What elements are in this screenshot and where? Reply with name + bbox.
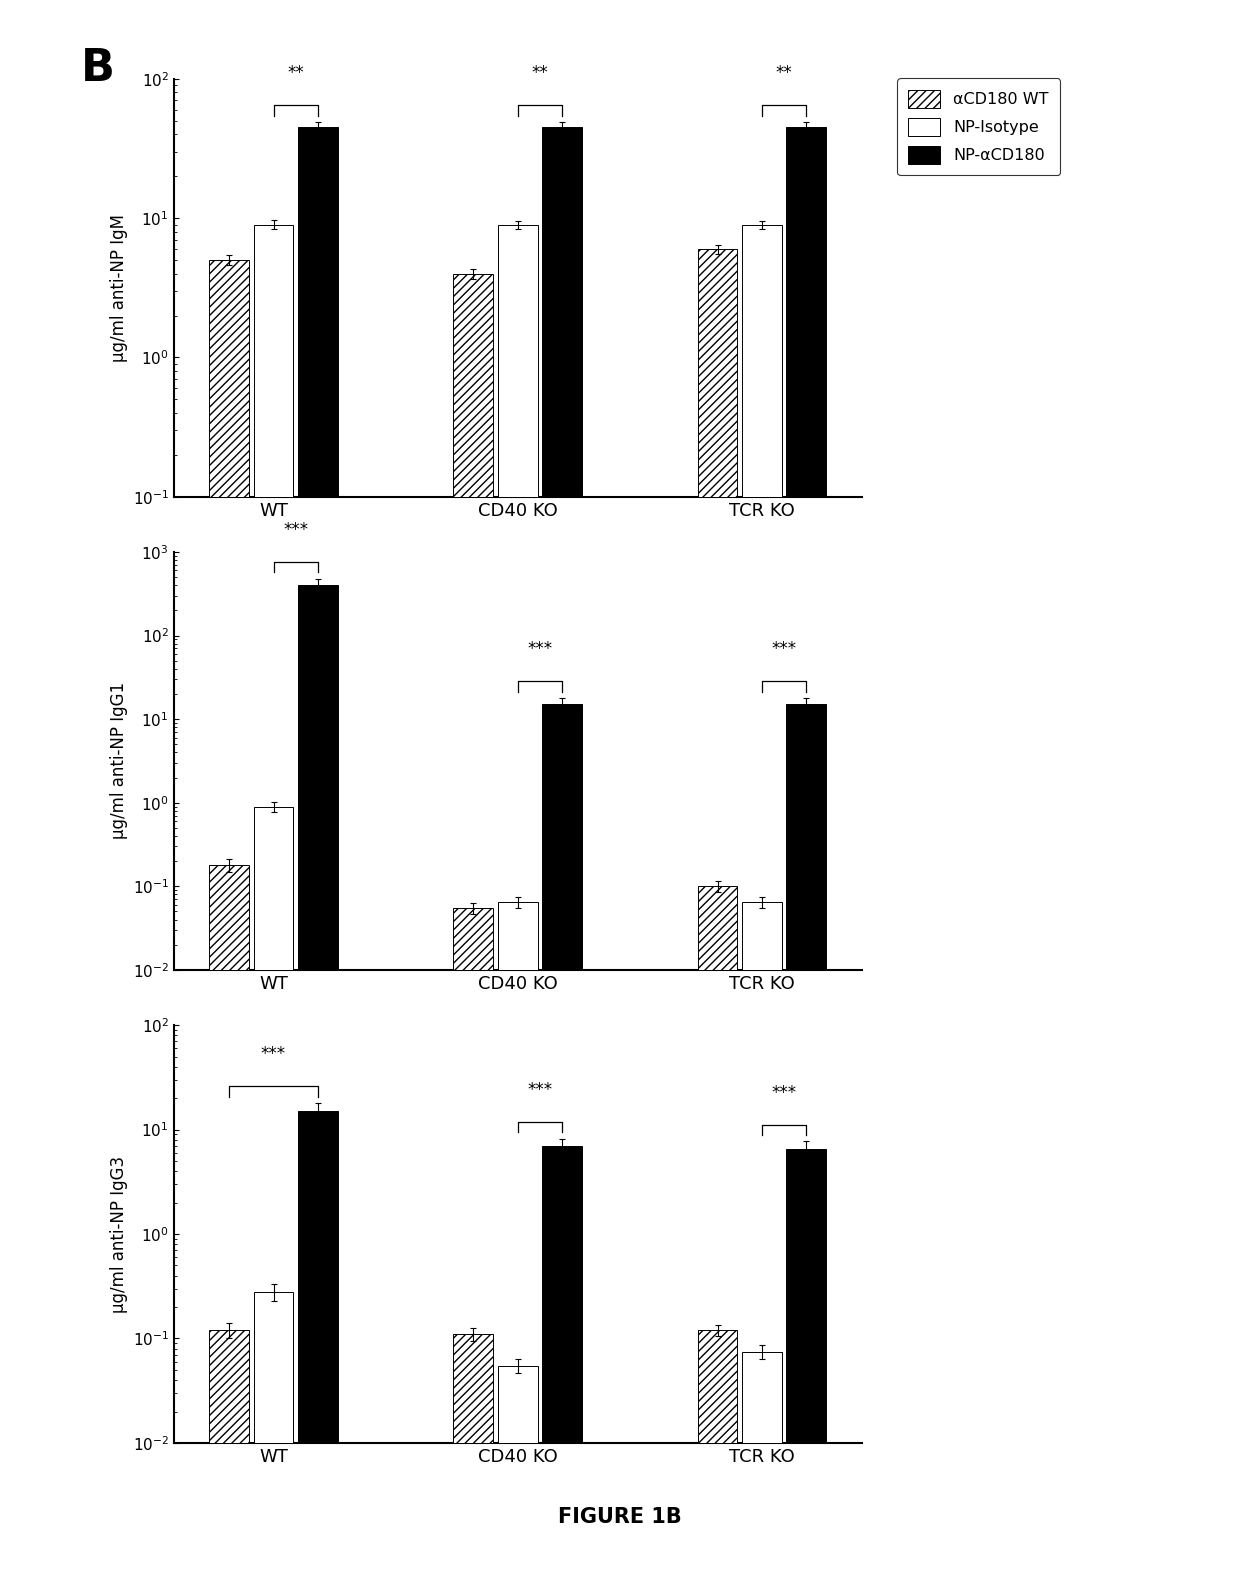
Text: ***: *** (771, 640, 796, 658)
Text: ***: *** (527, 640, 553, 658)
Text: **: ** (776, 65, 792, 82)
Bar (298, 1112, 337, 1577)
Legend: αCD180 WT, NP-Isotype, NP-αCD180: αCD180 WT, NP-Isotype, NP-αCD180 (898, 79, 1060, 175)
Text: FIGURE 1B: FIGURE 1B (558, 1508, 682, 1527)
Bar (454, 1334, 494, 1577)
Bar (210, 864, 249, 1577)
Y-axis label: μg/ml anti-NP IgM: μg/ml anti-NP IgM (110, 214, 129, 361)
Text: ***: *** (260, 1046, 286, 1063)
Bar (253, 224, 294, 1577)
Bar (698, 249, 738, 1577)
Bar (542, 705, 582, 1577)
Bar (742, 902, 782, 1577)
Bar (542, 128, 582, 1577)
Bar (742, 1351, 782, 1577)
Bar (786, 128, 826, 1577)
Bar (698, 1331, 738, 1577)
Bar (698, 886, 738, 1577)
Bar (298, 585, 337, 1577)
Bar (497, 224, 538, 1577)
Text: B: B (81, 47, 114, 90)
Y-axis label: μg/ml anti-NP IgG1: μg/ml anti-NP IgG1 (110, 683, 129, 839)
Bar (253, 1292, 294, 1577)
Y-axis label: μg/ml anti-NP IgG3: μg/ml anti-NP IgG3 (110, 1156, 129, 1312)
Bar (742, 224, 782, 1577)
Bar (253, 806, 294, 1577)
Text: **: ** (288, 65, 304, 82)
Bar (298, 128, 337, 1577)
Bar (786, 705, 826, 1577)
Bar (210, 260, 249, 1577)
Text: ***: *** (283, 520, 309, 539)
Text: **: ** (532, 65, 548, 82)
Text: ***: *** (771, 1083, 796, 1102)
Bar (454, 273, 494, 1577)
Bar (210, 1331, 249, 1577)
Bar (786, 1150, 826, 1577)
Text: ***: *** (527, 1080, 553, 1099)
Bar (454, 908, 494, 1577)
Bar (542, 1146, 582, 1577)
Bar (497, 1366, 538, 1577)
Bar (497, 902, 538, 1577)
